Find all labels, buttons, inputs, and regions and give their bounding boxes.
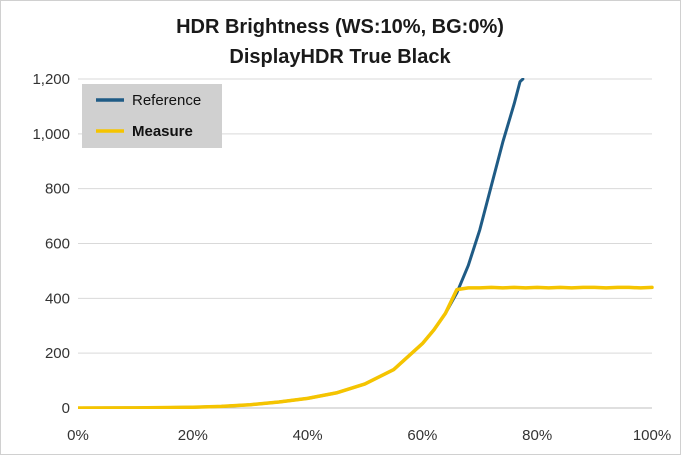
x-tick-label: 60% [407,427,437,444]
x-tick-label: 80% [522,427,552,444]
y-tick-label: 0 [62,400,70,417]
axes: 0 200 400 600 800 1,000 1,200 0% 20% 40% 60% 80% 100… [32,71,671,444]
legend: Reference Measure [82,84,222,148]
y-tick-label: 800 [45,181,70,198]
series-lines [78,78,654,409]
y-tick-label: 400 [45,290,70,307]
chart-subtitle: DisplayHDR True Black [229,46,451,68]
legend-label: Measure [132,123,193,140]
x-tick-label: 100% [633,427,671,444]
legend-label: Reference [132,92,201,109]
x-tick-label: 40% [293,427,323,444]
chart-title: HDR Brightness (WS:10%, BG:0%) [176,16,504,38]
legend-box [82,84,222,148]
y-tick-label: 200 [45,345,70,362]
y-tick-label: 1,000 [32,126,70,143]
x-tick-label: 20% [178,427,208,444]
y-tick-label: 600 [45,236,70,253]
y-tick-label: 1,200 [32,71,70,88]
x-tick-label: 0% [67,427,89,444]
series-line-measure [78,285,654,409]
